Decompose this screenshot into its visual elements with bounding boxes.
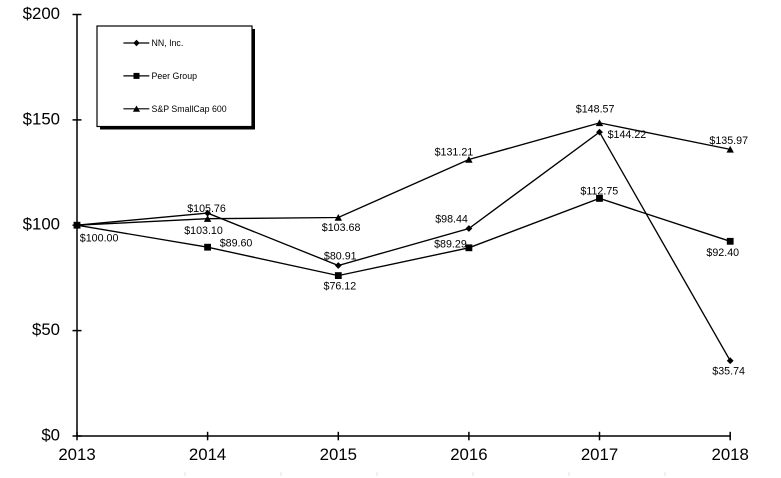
svg-text:$76.12: $76.12 (324, 280, 357, 292)
svg-text:2015: 2015 (320, 445, 357, 464)
svg-text:$35.74: $35.74 (712, 365, 745, 377)
svg-text:$100: $100 (23, 215, 60, 234)
svg-text:Peer Group: Peer Group (152, 71, 198, 81)
svg-text:NN, Inc.: NN, Inc. (152, 38, 184, 48)
svg-text:$112.75: $112.75 (580, 185, 618, 197)
svg-text:$89.60: $89.60 (220, 238, 253, 250)
svg-text:2013: 2013 (58, 445, 95, 464)
svg-text:$89.29: $89.29 (434, 239, 467, 251)
svg-text:$50: $50 (32, 320, 60, 339)
svg-text:$150: $150 (23, 109, 60, 128)
svg-text:2016: 2016 (450, 445, 487, 464)
svg-text:$103.10: $103.10 (184, 225, 223, 237)
svg-text:$105.76: $105.76 (187, 203, 226, 215)
svg-text:2017: 2017 (581, 445, 618, 464)
svg-text:S&P SmallCap 600: S&P SmallCap 600 (152, 104, 227, 114)
svg-text:$100.00: $100.00 (80, 233, 119, 245)
svg-text:$0: $0 (41, 426, 60, 445)
svg-text:$131.21: $131.21 (435, 146, 474, 158)
svg-text:2014: 2014 (189, 445, 226, 464)
svg-text:$103.68: $103.68 (322, 222, 361, 234)
svg-text:$135.97: $135.97 (709, 135, 748, 147)
svg-text:$148.57: $148.57 (576, 104, 615, 116)
svg-text:$98.44: $98.44 (435, 214, 468, 226)
svg-text:2018: 2018 (712, 445, 749, 464)
svg-text:$92.40: $92.40 (706, 247, 739, 259)
svg-text:$200: $200 (23, 4, 60, 23)
svg-text:$80.91: $80.91 (324, 251, 357, 263)
svg-text:$144.22: $144.22 (608, 129, 647, 141)
